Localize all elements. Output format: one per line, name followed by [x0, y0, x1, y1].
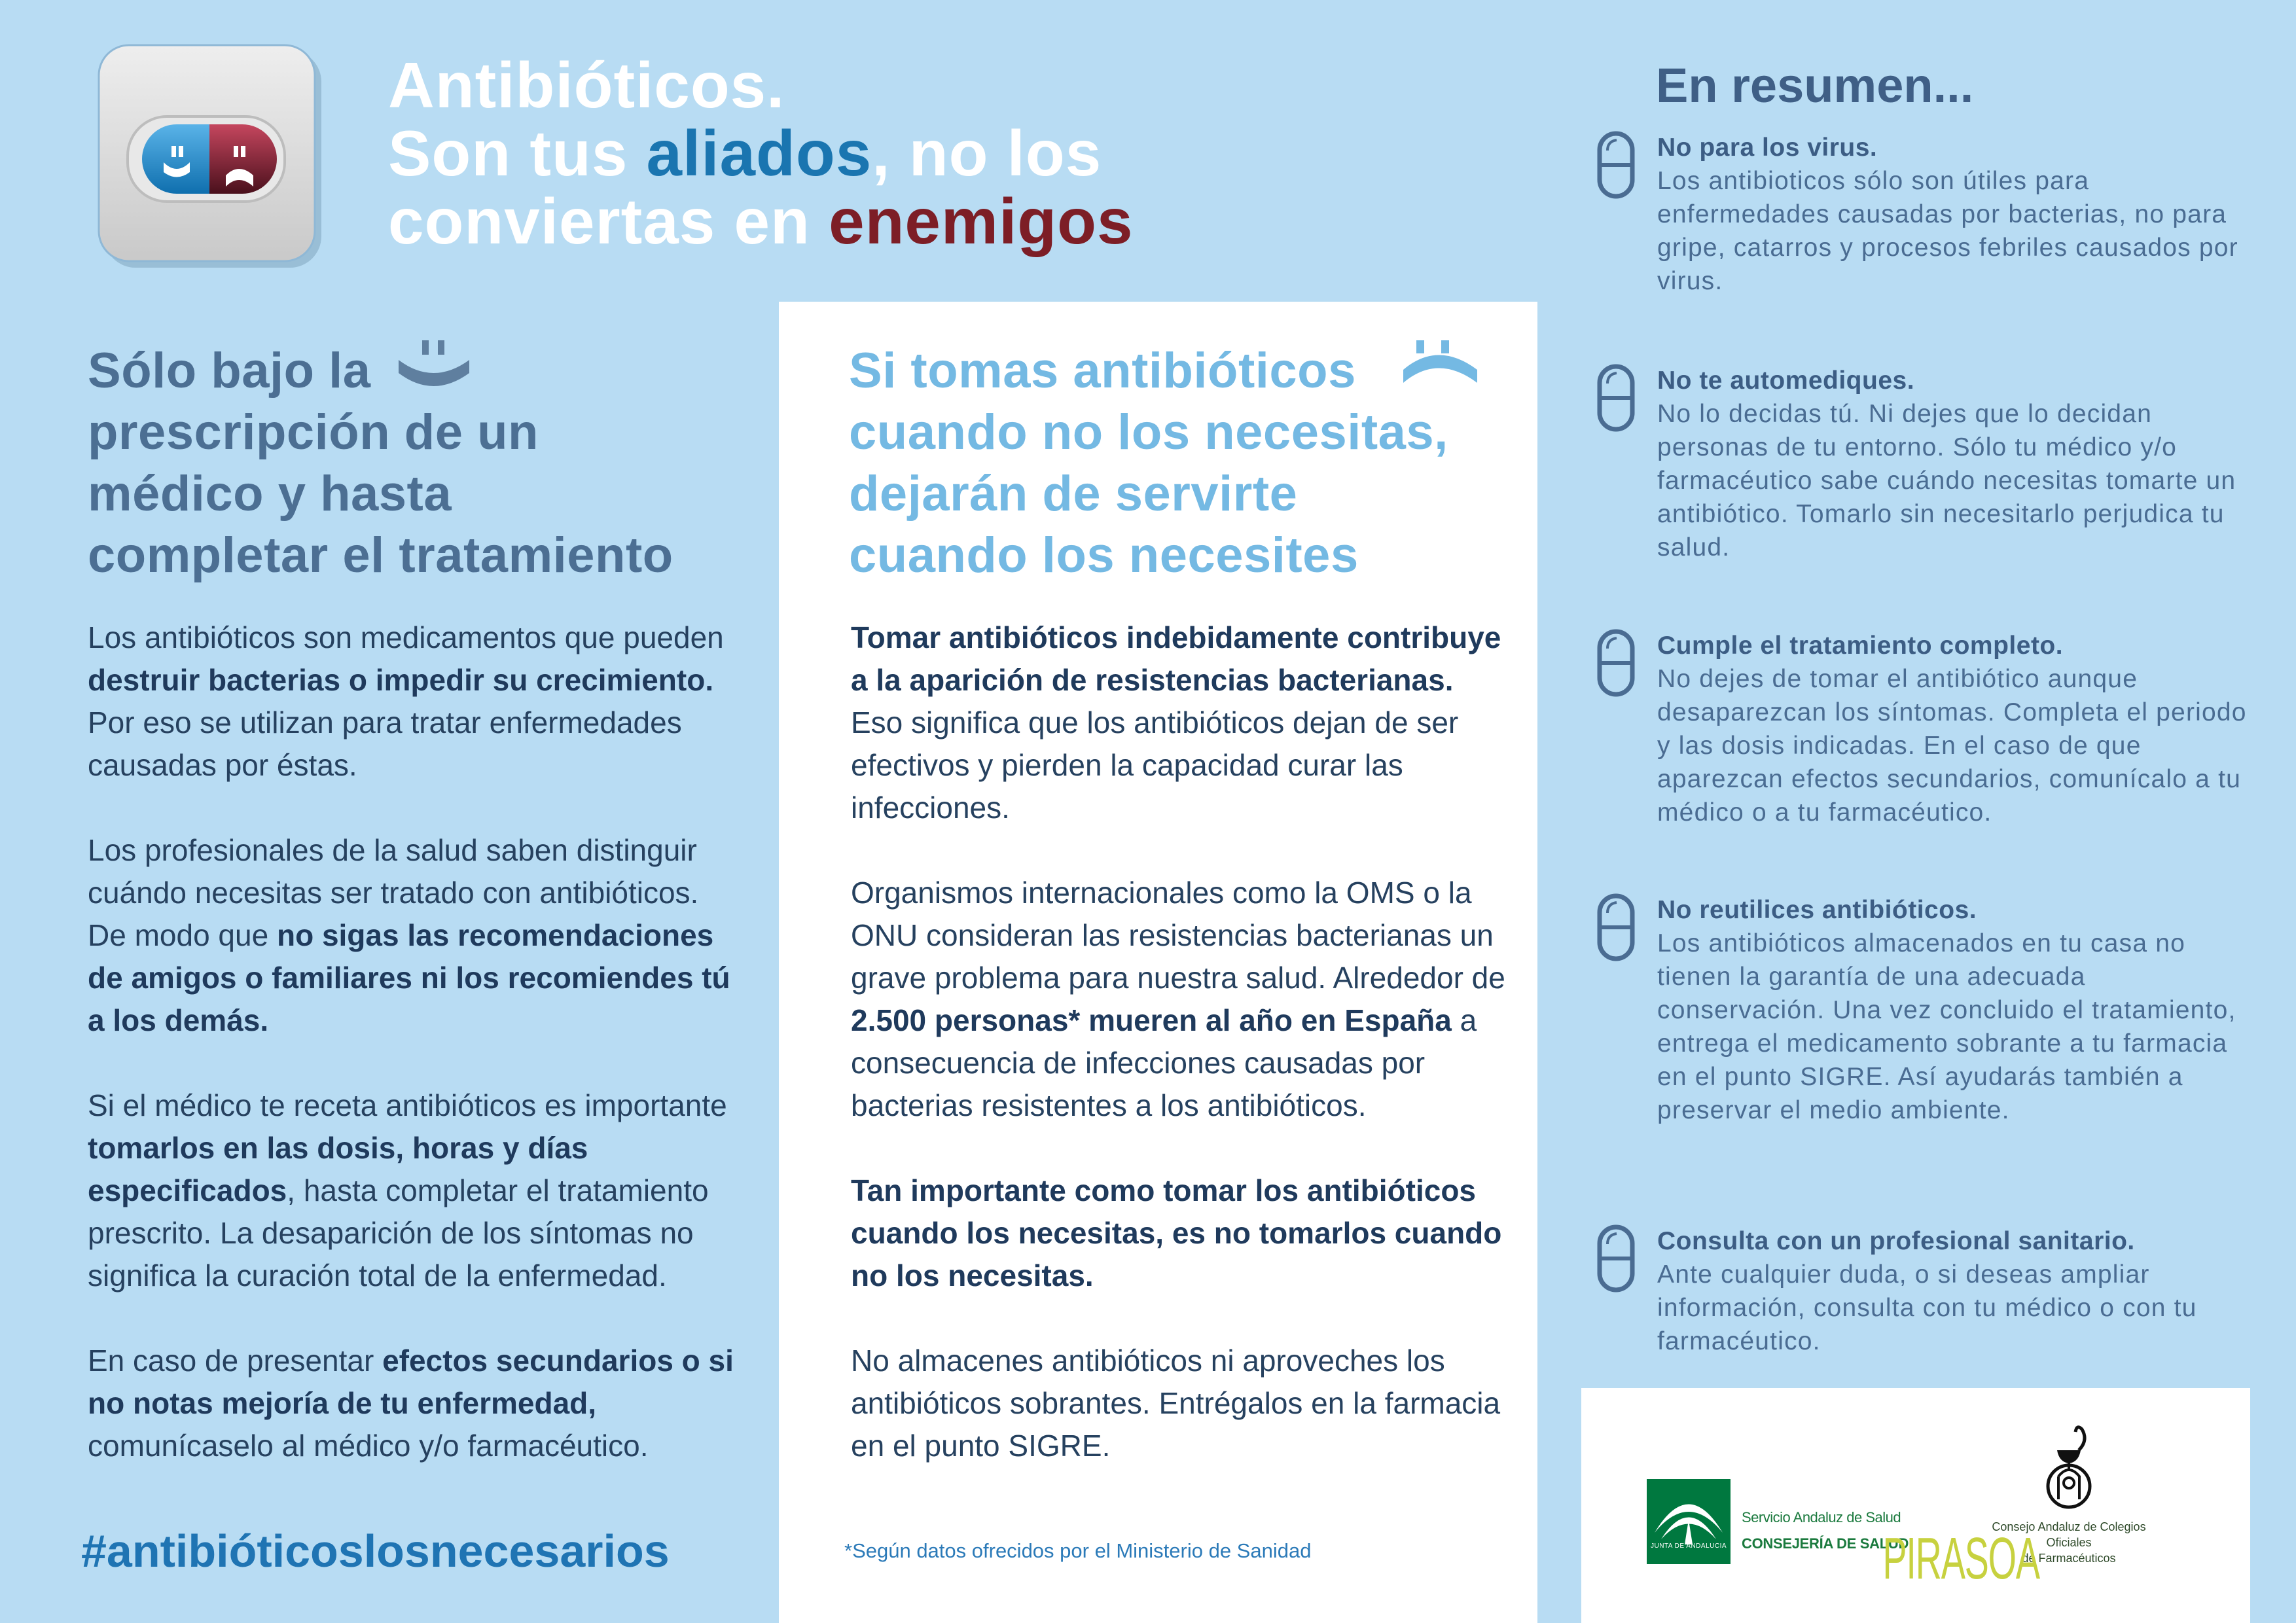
- summary-item: No para los virus. Los antibioticos sólo …: [1597, 131, 2251, 298]
- middle-panel: [779, 302, 1537, 1623]
- sas-line-2: CONSEJERÍA DE SALUD: [1742, 1535, 1909, 1552]
- text: a consecuencia de infecciones causadas p…: [851, 1003, 1477, 1122]
- summary-item: No te automediques. No lo decidas tú. Ni …: [1597, 364, 2251, 564]
- title-text: Son tus: [388, 117, 647, 189]
- summary-item-text: Cumple el tratamiento completo. No dejes …: [1657, 629, 2251, 829]
- junta-arches-icon: [1655, 1504, 1723, 1544]
- page-title: Antibióticos. Son tus aliados, no los co…: [388, 51, 1134, 255]
- middle-body: Tomar antibióticos indebidamente contrib…: [851, 616, 1505, 1510]
- paragraph: Tan importante como tomar los antibiótic…: [851, 1169, 1505, 1297]
- summary-item-text: No para los virus. Los antibioticos sólo …: [1657, 131, 2251, 298]
- bold-text: no sigas las recomendaciones de amigos o…: [88, 918, 730, 1037]
- pirasoa-logo: PIRASOA: [1882, 1526, 2040, 1592]
- left-heading: Sólo bajo la prescripción de un médico y…: [88, 340, 775, 586]
- consejo-line-1: Consejo Andaluz de Colegios Oficiales: [1992, 1520, 2146, 1549]
- logo-box: JUNTA DE ANDALUCIA Servicio Andaluz de S…: [1581, 1388, 2250, 1623]
- title-highlight-aliados: aliados: [646, 117, 872, 189]
- summary-item: No reutilices antibióticos. Los antibióti…: [1597, 893, 2251, 1127]
- summary-item-title: No para los virus.: [1657, 134, 1878, 162]
- heading-line: médico y hasta: [88, 466, 452, 522]
- bold-text: Tomar antibióticos indebidamente contrib…: [851, 620, 1501, 697]
- capsule-outline-icon: [1597, 893, 1635, 961]
- footnote: *Según datos ofrecidos por el Ministerio…: [844, 1539, 1312, 1562]
- heading-line: cuando no los necesitas,: [849, 404, 1448, 460]
- paragraph: Si el médico te receta antibióticos es i…: [88, 1084, 742, 1297]
- sad-face-icon: [1403, 340, 1477, 383]
- bold-text: tomarlos en las dosis, horas y días espe…: [88, 1131, 588, 1207]
- paragraph: No almacenes antibióticos ni aproveches …: [851, 1340, 1505, 1467]
- paragraph: Organismos internacionales como la OMS o…: [851, 872, 1505, 1127]
- summary-item-body: Los antibioticos sólo son útiles para en…: [1657, 167, 2238, 295]
- junta-de-andalucia-logo: JUNTA DE ANDALUCIA: [1647, 1479, 1731, 1564]
- summary-item-body: No lo decidas tú. Ni dejes que lo decida…: [1657, 400, 2236, 562]
- paragraph: Tomar antibióticos indebidamente contrib…: [851, 616, 1505, 829]
- paragraph: En caso de presentar efectos secundarios…: [88, 1340, 742, 1467]
- title-text: , no los: [872, 117, 1102, 189]
- smiley-face-icon: [398, 340, 469, 386]
- pill-capsule-happy-sad-icon: [98, 44, 321, 268]
- heading-line-text: Si tomas antibióticos: [849, 343, 1356, 399]
- title-line-2: Son tus aliados, no los: [388, 119, 1134, 187]
- capsule-outline-icon: [1597, 364, 1635, 432]
- text: , hasta completar el tratamiento prescri…: [88, 1173, 709, 1293]
- heading-line-text: Sólo bajo la: [88, 343, 371, 399]
- title-line-1: Antibióticos.: [388, 49, 785, 121]
- title-text: conviertas en: [388, 185, 829, 257]
- heading-line: Sólo bajo la: [88, 340, 775, 402]
- capsule-outline-icon: [1597, 131, 1635, 199]
- heading-line: Si tomas antibióticos: [849, 340, 1536, 402]
- sas-line-1: Servicio Andaluz de Salud: [1742, 1509, 1901, 1525]
- paragraph: Los antibióticos son medicamentos que pu…: [88, 616, 742, 787]
- summary-item: Consulta con un profesional sanitario. An…: [1597, 1224, 2251, 1358]
- heading-line: prescripción de un: [88, 404, 539, 460]
- summary-item-text: No te automediques. No lo decidas tú. Ni …: [1657, 364, 2251, 564]
- summary-item-body: Ante cualquier duda, o si deseas ampliar…: [1657, 1260, 2197, 1355]
- text: Los antibióticos son medicamentos que pu…: [88, 620, 724, 654]
- title-highlight-enemigos: enemigos: [829, 185, 1134, 257]
- summary-item-text: No reutilices antibióticos. Los antibióti…: [1657, 893, 2251, 1127]
- sas-logo-text: Servicio Andaluz de Salud CONSEJERÍA DE …: [1742, 1509, 1909, 1552]
- pharmacy-cup-serpent-icon: [2046, 1425, 2092, 1509]
- hashtag[interactable]: #antibióticoslosnecesarios: [81, 1525, 670, 1577]
- capsule-outline-icon: [1597, 629, 1635, 697]
- text: Por eso se utilizan para tratar enfermed…: [88, 705, 682, 782]
- bold-text: destruir bacterias o impedir su crecimie…: [88, 663, 714, 697]
- consejo-line-2: de Farmacéuticos: [2022, 1552, 2116, 1565]
- junta-label: JUNTA DE ANDALUCIA: [1650, 1543, 1727, 1550]
- text: Eso significa que los antibióticos dejan…: [851, 705, 1459, 825]
- summary-item-body: No dejes de tomar el antibiótico aunque …: [1657, 665, 2247, 827]
- summary-item-title: No reutilices antibióticos.: [1657, 896, 1977, 924]
- heading-line: completar el tratamiento: [88, 527, 673, 583]
- bold-text: 2.500 personas* mueren al año en España: [851, 1003, 1452, 1037]
- text: Los profesionales de la salud saben dist…: [88, 833, 699, 952]
- summary-item-title: No te automediques.: [1657, 366, 1915, 395]
- heading-line: dejarán de servirte: [849, 466, 1298, 522]
- left-body: Los antibióticos son medicamentos que pu…: [88, 616, 742, 1510]
- heading-line: cuando los necesites: [849, 527, 1359, 583]
- capsule-outline-icon: [1597, 1224, 1635, 1293]
- text: comunícaselo al médico y/o farmacéutico.: [88, 1429, 649, 1463]
- summary-item-body: Los antibióticos almacenados en tu casa …: [1657, 929, 2236, 1124]
- summary-item-text: Consulta con un profesional sanitario. An…: [1657, 1224, 2251, 1358]
- text: No almacenes antibióticos ni aproveches …: [851, 1344, 1501, 1463]
- paragraph: Los profesionales de la salud saben dist…: [88, 829, 742, 1042]
- bold-text: efectos secundarios o si no notas mejorí…: [88, 1344, 734, 1420]
- text: Si el médico te receta antibióticos es i…: [88, 1088, 727, 1122]
- summary-item-title: Consulta con un profesional sanitario.: [1657, 1227, 2135, 1255]
- title-line-3: conviertas en enemigos: [388, 187, 1134, 255]
- summary-item: Cumple el tratamiento completo. No dejes …: [1597, 629, 2251, 829]
- summary-item-title: Cumple el tratamiento completo.: [1657, 632, 2064, 660]
- consejo-logo-text: Consejo Andaluz de Colegios Oficiales de…: [1987, 1519, 2151, 1566]
- summary-title: En resumen...: [1656, 58, 1974, 113]
- middle-heading: Si tomas antibióticos cuando no los nece…: [849, 340, 1536, 586]
- bold-text: Tan importante como tomar los antibiótic…: [851, 1173, 1502, 1293]
- text: En caso de presentar: [88, 1344, 383, 1378]
- text: Organismos internacionales como la OMS o…: [851, 876, 1505, 995]
